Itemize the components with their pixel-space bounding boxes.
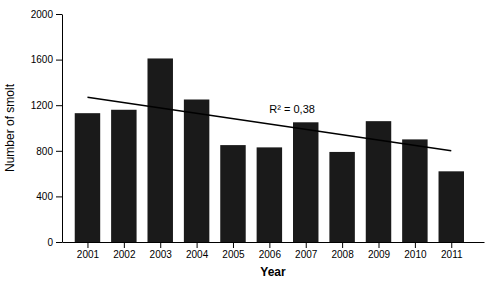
y-tick: 800 [36, 146, 62, 157]
x-tick-label: 2009 [368, 249, 391, 260]
plot: 2001 2002 2003 2004 2005 2006 2007 2008 2009 2010… [3, 9, 485, 279]
x-tick: 2003 [150, 242, 173, 260]
x-tick-mark [415, 242, 416, 248]
bar [257, 147, 282, 242]
y-axis: 0 400 800 1200 1600 2000 [31, 9, 63, 248]
bar [75, 113, 100, 242]
x-tick: 2008 [331, 242, 354, 260]
x-tick-mark [451, 242, 452, 248]
x-tick-mark [233, 242, 234, 248]
y-tick-mark [56, 14, 62, 15]
x-tick: 2001 [77, 242, 100, 260]
x-tick-label: 2005 [222, 249, 245, 260]
y-tick: 2000 [31, 9, 62, 20]
y-tick: 0 [47, 237, 62, 248]
x-tick-label: 2001 [77, 249, 100, 260]
bar [329, 152, 354, 242]
y-tick-mark [56, 105, 62, 106]
x-tick-label: 2004 [186, 249, 209, 260]
x-axis: 2001 2002 2003 2004 2005 2006 2007 2008 2009 2010… [63, 242, 485, 260]
x-tick-mark [269, 242, 270, 248]
y-tick: 1600 [31, 54, 62, 65]
x-tick-label: 2002 [113, 249, 136, 260]
y-tick-label: 1200 [31, 100, 54, 111]
chart: 2001 2002 2003 2004 2005 2006 2007 2008 2009 2010… [0, 0, 500, 284]
y-tick-label: 800 [36, 146, 53, 157]
y-tick-mark [56, 151, 62, 152]
x-tick-label: 2007 [295, 249, 318, 260]
x-tick-label: 2010 [404, 249, 427, 260]
bar [220, 145, 245, 242]
annotation: R² = 0,38 [269, 103, 315, 115]
x-tick: 2004 [186, 242, 209, 260]
x-tick-label: 2003 [150, 249, 173, 260]
x-axis-line [63, 242, 485, 243]
x-axis-title: Year [260, 265, 286, 279]
y-tick-label: 0 [47, 237, 53, 248]
x-tick: 2011 [441, 242, 463, 260]
x-tick-mark [342, 242, 343, 248]
bar [439, 171, 464, 242]
x-tick-mark [306, 242, 307, 248]
marks [75, 58, 464, 242]
x-tick-mark [379, 242, 380, 248]
y-tick-mark [56, 60, 62, 61]
x-tick-mark [124, 242, 125, 248]
bar [184, 100, 209, 243]
x-tick-mark [87, 242, 88, 248]
x-tick: 2009 [368, 242, 391, 260]
y-axis-title: Number of smolt [3, 83, 17, 172]
y-tick-label: 1600 [31, 54, 54, 65]
x-tick-mark [197, 242, 198, 248]
x-tick-label: 2006 [259, 249, 282, 260]
y-tick-mark [56, 196, 62, 197]
y-tick-label: 2000 [31, 9, 54, 20]
bar [111, 110, 136, 242]
trend-line [87, 97, 451, 151]
x-tick-mark [160, 242, 161, 248]
x-tick: 2006 [259, 242, 282, 260]
y-axis-line [62, 15, 63, 243]
bar [402, 139, 427, 242]
x-tick-label: 2008 [331, 249, 354, 260]
y-tick-mark [56, 242, 62, 243]
x-tick: 2007 [295, 242, 318, 260]
bar [147, 58, 172, 242]
y-tick-label: 400 [36, 191, 53, 202]
y-tick: 400 [36, 191, 62, 202]
x-tick-label: 2011 [441, 249, 463, 260]
y-tick: 1200 [31, 100, 62, 111]
x-tick: 2010 [404, 242, 427, 260]
x-tick: 2002 [113, 242, 136, 260]
bar [293, 122, 318, 242]
x-tick: 2005 [222, 242, 245, 260]
